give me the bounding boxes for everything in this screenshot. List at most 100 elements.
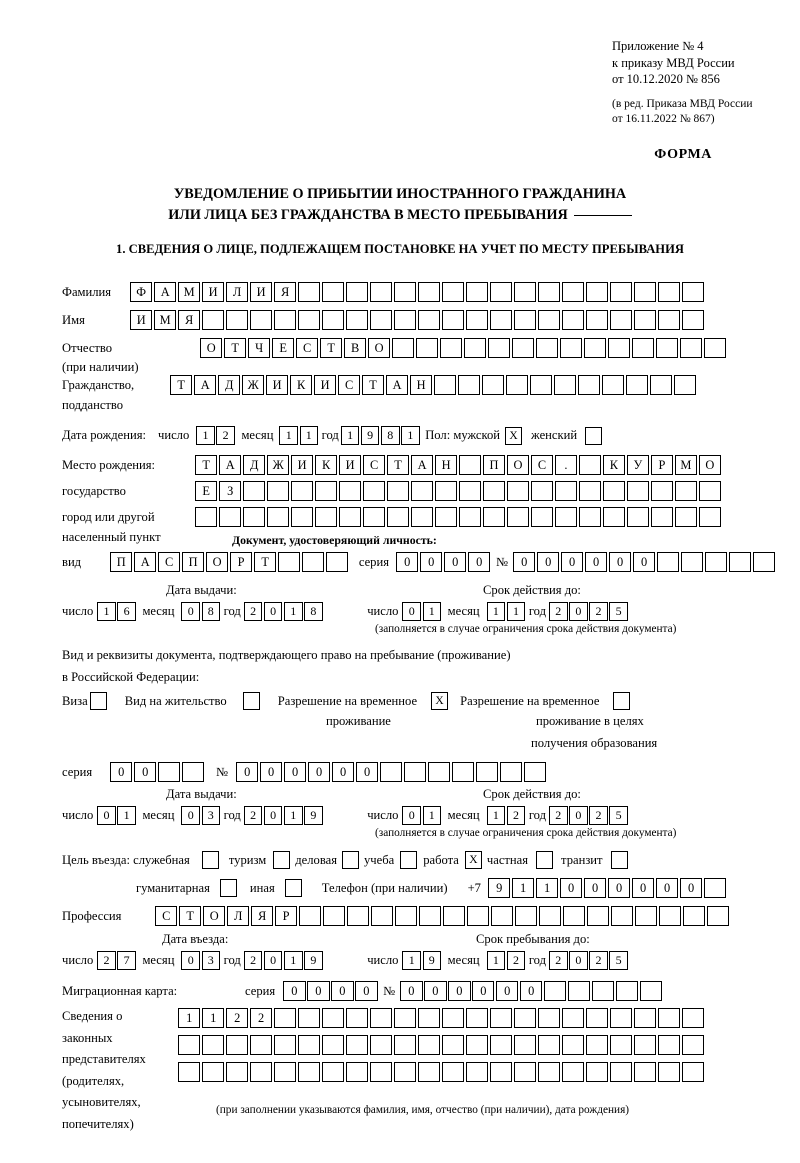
- char-cell[interactable]: 2: [549, 951, 568, 970]
- char-cell[interactable]: [609, 1008, 633, 1028]
- char-cell[interactable]: [513, 1062, 537, 1082]
- char-cell[interactable]: 0: [307, 762, 331, 782]
- char-cell[interactable]: [613, 692, 631, 710]
- purpose-study-checkbox[interactable]: [400, 851, 418, 869]
- char-cell[interactable]: Т: [195, 455, 218, 475]
- char-cell[interactable]: [417, 1062, 441, 1082]
- char-cell[interactable]: [362, 481, 386, 501]
- char-cell[interactable]: [609, 310, 633, 330]
- char-cell[interactable]: 1: [201, 1008, 225, 1028]
- char-cell[interactable]: 9: [304, 951, 323, 970]
- char-cell[interactable]: [633, 1062, 657, 1082]
- char-cell[interactable]: 0: [396, 552, 419, 572]
- char-cell[interactable]: [338, 481, 362, 501]
- char-cell[interactable]: 0: [655, 878, 679, 898]
- char-cell[interactable]: 2: [243, 806, 263, 825]
- char-cell[interactable]: [242, 481, 266, 501]
- char-cell[interactable]: [277, 552, 301, 572]
- char-cell[interactable]: [475, 762, 499, 782]
- char-cell[interactable]: [345, 1035, 369, 1055]
- char-cell[interactable]: О: [367, 338, 391, 358]
- char-cell[interactable]: [537, 1062, 561, 1082]
- char-cell[interactable]: 0: [402, 806, 421, 825]
- char-cell[interactable]: [530, 507, 554, 527]
- char-cell[interactable]: 3: [201, 806, 221, 825]
- char-cell[interactable]: 1: [535, 878, 559, 898]
- char-cell[interactable]: [633, 282, 657, 302]
- char-cell[interactable]: 0: [283, 762, 307, 782]
- char-cell[interactable]: [441, 1008, 465, 1028]
- birth-place-cells-3[interactable]: [195, 507, 723, 527]
- char-cell[interactable]: 2: [97, 951, 116, 970]
- char-cell[interactable]: [650, 481, 674, 501]
- char-cell[interactable]: [657, 1035, 681, 1055]
- char-cell[interactable]: 0: [402, 602, 421, 621]
- legal-rep-cells-2[interactable]: [178, 1035, 706, 1055]
- char-cell[interactable]: [465, 310, 489, 330]
- char-cell[interactable]: [393, 1062, 417, 1082]
- char-cell[interactable]: [537, 1008, 561, 1028]
- char-cell[interactable]: 9: [304, 806, 323, 825]
- char-cell[interactable]: И: [130, 310, 153, 330]
- char-cell[interactable]: [681, 310, 705, 330]
- char-cell[interactable]: 1: [511, 878, 535, 898]
- char-cell[interactable]: С: [157, 552, 181, 572]
- char-cell[interactable]: [577, 375, 601, 395]
- char-cell[interactable]: [369, 310, 393, 330]
- char-cell[interactable]: [439, 338, 463, 358]
- purpose-other-checkbox[interactable]: [284, 879, 302, 897]
- char-cell[interactable]: [458, 507, 482, 527]
- char-cell[interactable]: 0: [263, 602, 283, 621]
- char-cell[interactable]: [249, 1035, 273, 1055]
- char-cell[interactable]: И: [265, 375, 289, 395]
- char-cell[interactable]: 1: [402, 951, 421, 970]
- char-cell[interactable]: [297, 1062, 321, 1082]
- char-cell[interactable]: Т: [319, 338, 343, 358]
- char-cell[interactable]: 0: [400, 981, 423, 1001]
- char-cell[interactable]: [400, 851, 418, 869]
- char-cell[interactable]: [201, 1035, 225, 1055]
- char-cell[interactable]: Я: [273, 282, 297, 302]
- char-cell[interactable]: У: [626, 455, 650, 475]
- char-cell[interactable]: [680, 552, 704, 572]
- char-cell[interactable]: [415, 338, 439, 358]
- char-cell[interactable]: [201, 851, 219, 869]
- char-cell[interactable]: [728, 552, 752, 572]
- char-cell[interactable]: 1: [97, 602, 116, 621]
- char-cell[interactable]: П: [482, 455, 506, 475]
- char-cell[interactable]: [682, 906, 706, 926]
- char-cell[interactable]: Ж: [241, 375, 265, 395]
- char-cell[interactable]: [458, 481, 482, 501]
- char-cell[interactable]: 2: [549, 806, 568, 825]
- char-cell[interactable]: [457, 375, 481, 395]
- char-cell[interactable]: [536, 851, 554, 869]
- char-cell[interactable]: 0: [512, 552, 536, 572]
- char-cell[interactable]: [178, 1062, 201, 1082]
- char-cell[interactable]: 1: [422, 602, 442, 621]
- char-cell[interactable]: С: [337, 375, 361, 395]
- char-cell[interactable]: О: [698, 455, 722, 475]
- char-cell[interactable]: [538, 906, 562, 926]
- char-cell[interactable]: [369, 1062, 393, 1082]
- char-cell[interactable]: 1: [401, 426, 420, 445]
- char-cell[interactable]: [219, 879, 237, 897]
- char-cell[interactable]: [568, 981, 591, 1001]
- char-cell[interactable]: [441, 1062, 465, 1082]
- char-cell[interactable]: [585, 426, 603, 445]
- char-cell[interactable]: 3: [201, 951, 221, 970]
- char-cell[interactable]: 2: [589, 951, 608, 970]
- char-cell[interactable]: [481, 375, 505, 395]
- char-cell[interactable]: 2: [243, 602, 263, 621]
- char-cell[interactable]: 0: [443, 552, 467, 572]
- char-cell[interactable]: [585, 282, 609, 302]
- char-cell[interactable]: [649, 375, 673, 395]
- char-cell[interactable]: [578, 507, 602, 527]
- char-cell[interactable]: [266, 481, 290, 501]
- char-cell[interactable]: 0: [133, 762, 157, 782]
